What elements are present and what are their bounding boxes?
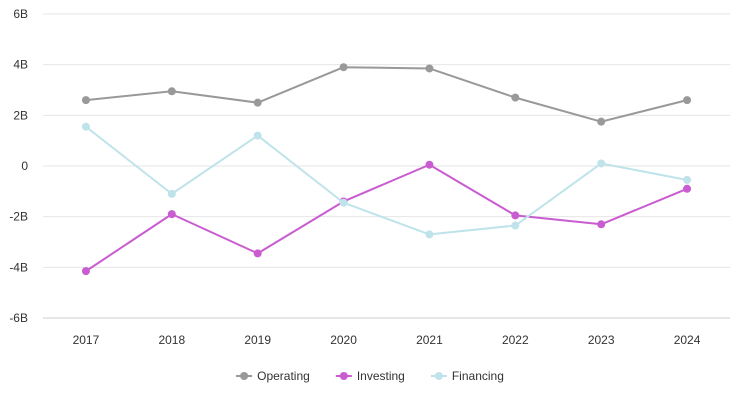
y-tick-label: 2B (13, 108, 28, 122)
series-layer (81, 63, 692, 276)
data-point[interactable] (511, 93, 520, 102)
data-point[interactable] (425, 230, 434, 239)
data-point[interactable] (81, 96, 90, 105)
legend: Operating Investing Financing (236, 369, 504, 383)
data-point[interactable] (253, 131, 262, 140)
legend-marker-icon (240, 372, 249, 380)
x-tick-label: 2019 (244, 333, 271, 347)
x-axis: 2017 2018 2019 2020 2021 2022 2023 2024 (73, 333, 701, 347)
x-tick-label: 2024 (674, 333, 701, 347)
x-tick-label: 2017 (73, 333, 100, 347)
legend-item-financing[interactable]: Financing (430, 369, 504, 383)
series-financing[interactable] (81, 122, 692, 239)
data-point[interactable] (425, 64, 434, 73)
legend-item-operating[interactable]: Operating (236, 369, 310, 383)
legend-marker-icon (339, 372, 348, 380)
legend-marker-icon (434, 372, 443, 380)
y-tick-label: 4B (13, 58, 28, 72)
data-point[interactable] (683, 175, 692, 184)
data-point[interactable] (167, 189, 176, 198)
grid-layer (43, 13, 730, 319)
data-point[interactable] (339, 198, 348, 207)
x-tick-label: 2022 (502, 333, 529, 347)
data-point[interactable] (81, 267, 90, 276)
x-tick-label: 2018 (158, 333, 185, 347)
y-tick-label: -2B (9, 210, 28, 224)
data-point[interactable] (597, 117, 606, 126)
data-point[interactable] (683, 96, 692, 105)
series-line (85, 125, 688, 236)
x-tick-label: 2020 (330, 333, 357, 347)
data-point[interactable] (167, 210, 176, 219)
x-tick-label: 2021 (416, 333, 443, 347)
series-line (85, 66, 688, 123)
legend-label: Investing (357, 369, 405, 383)
series-operating[interactable] (81, 63, 692, 126)
legend-item-investing[interactable]: Investing (335, 369, 405, 383)
y-tick-label: -4B (9, 260, 28, 274)
data-point[interactable] (339, 63, 348, 72)
data-point[interactable] (167, 87, 176, 96)
x-tick-label: 2023 (588, 333, 615, 347)
y-tick-label: 0 (21, 159, 28, 173)
data-point[interactable] (683, 184, 692, 193)
y-tick-label: -6B (9, 311, 28, 325)
data-point[interactable] (253, 249, 262, 258)
data-point[interactable] (511, 211, 520, 220)
legend-label: Financing (452, 369, 504, 383)
data-point[interactable] (597, 220, 606, 229)
series-line (85, 163, 688, 272)
y-tick-label: 6B (13, 7, 28, 21)
data-point[interactable] (597, 159, 606, 168)
data-point[interactable] (81, 122, 90, 131)
legend-label: Operating (257, 369, 310, 383)
data-point[interactable] (253, 98, 262, 107)
data-point[interactable] (425, 160, 434, 169)
y-axis: 6B 4B 2B 0 -2B -4B -6B (9, 7, 28, 325)
data-point[interactable] (511, 221, 520, 230)
